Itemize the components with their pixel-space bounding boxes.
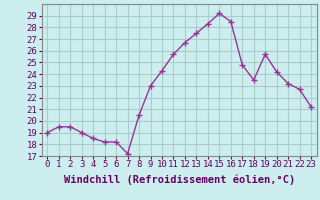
X-axis label: Windchill (Refroidissement éolien,°C): Windchill (Refroidissement éolien,°C): [64, 175, 295, 185]
